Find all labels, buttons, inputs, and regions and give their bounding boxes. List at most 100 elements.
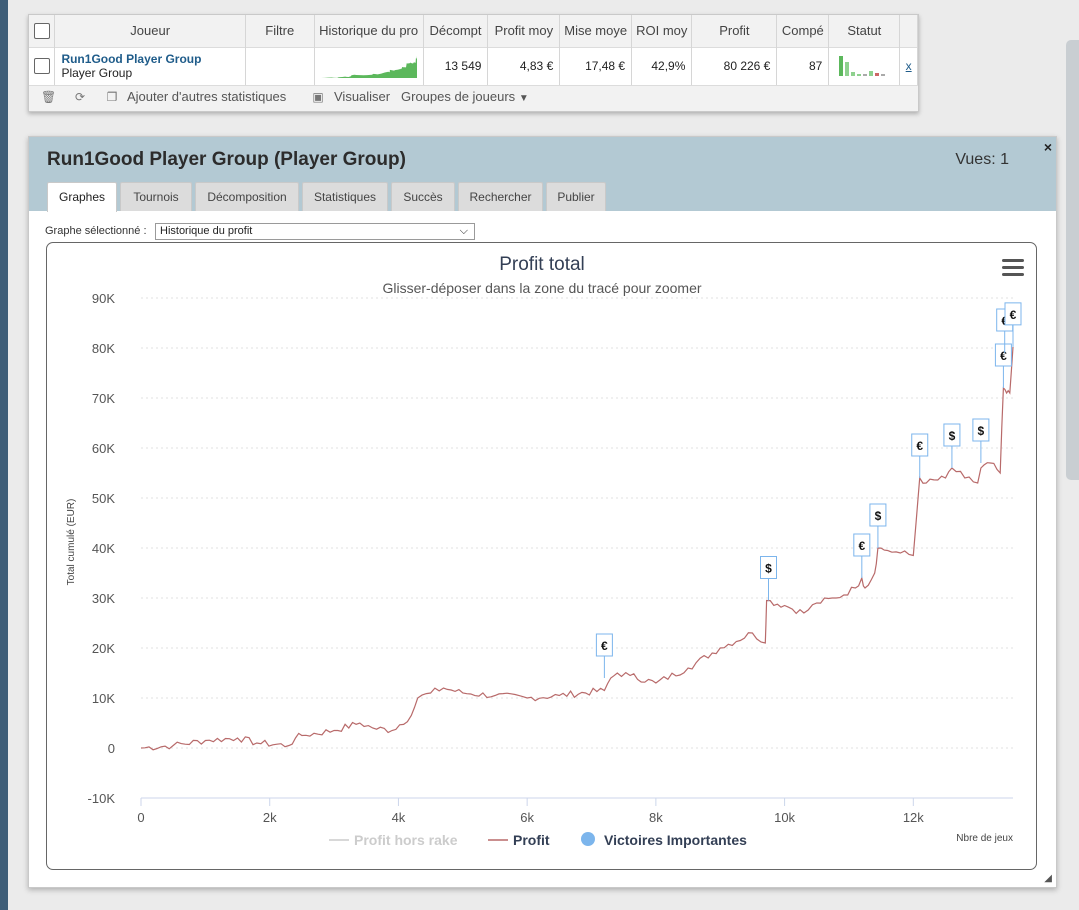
decompte-cell: 13 549 bbox=[423, 46, 489, 86]
trash-icon[interactable]: 🗑 bbox=[41, 90, 57, 104]
tab-tournois[interactable]: Tournois bbox=[120, 182, 192, 211]
victory-marker[interactable]: $ bbox=[869, 503, 887, 548]
profit-history-sparkline bbox=[314, 46, 424, 86]
filter-cell[interactable] bbox=[245, 46, 315, 86]
marker-flag bbox=[853, 533, 871, 557]
copy-icon[interactable]: ❐ bbox=[106, 90, 118, 104]
marker-flag bbox=[1004, 302, 1022, 326]
player-table-panel: Joueur Filtre Historique du pro Décompt … bbox=[28, 14, 919, 112]
left-sidebar-edge bbox=[0, 0, 8, 910]
row-checkbox-cell bbox=[29, 46, 56, 86]
y-tick-label: 80K bbox=[92, 341, 115, 356]
marker-flag bbox=[869, 503, 887, 527]
legend-item-profit[interactable]: Profit bbox=[488, 832, 550, 848]
image-icon[interactable]: ▣ bbox=[312, 90, 324, 104]
y-tick-label: 90K bbox=[92, 291, 115, 306]
mise-moy-cell: 17,48 € bbox=[559, 46, 633, 86]
profit-chart[interactable]: Profit total Glisser-déposer dans la zon… bbox=[47, 243, 1036, 869]
visualize-button[interactable]: Visualiser bbox=[334, 89, 391, 104]
y-tick-label: 40K bbox=[92, 541, 115, 556]
chart-container[interactable]: Profit total Glisser-déposer dans la zon… bbox=[46, 242, 1037, 870]
marker-label: $ bbox=[978, 424, 985, 438]
col-header-profit-moy[interactable]: Profit moy bbox=[487, 15, 561, 47]
row-checkbox[interactable] bbox=[33, 58, 50, 74]
y-tick-label: 20K bbox=[92, 641, 115, 656]
marker-label: € bbox=[1000, 349, 1007, 363]
x-tick-label: 2k bbox=[263, 810, 277, 825]
statut-bar bbox=[845, 61, 850, 76]
player-group-panel: Run1Good Player Group (Player Group) Vue… bbox=[28, 136, 1057, 888]
x-tick-label: 10k bbox=[774, 810, 795, 825]
tab-statistiques[interactable]: Statistiques bbox=[302, 182, 388, 211]
profit-cell: 80 226 € bbox=[691, 46, 778, 86]
hamburger-menu-icon[interactable] bbox=[1002, 259, 1024, 276]
col-header-filtre[interactable]: Filtre bbox=[245, 15, 315, 47]
col-header-profit[interactable]: Profit bbox=[691, 15, 778, 47]
profit-moy-cell: 4,83 € bbox=[487, 46, 561, 86]
panel-header: Run1Good Player Group (Player Group) Vue… bbox=[29, 137, 1056, 212]
marker-label: $ bbox=[875, 509, 882, 523]
statut-bar bbox=[857, 73, 862, 76]
close-icon[interactable]: × bbox=[1043, 139, 1052, 155]
col-header-spacer bbox=[899, 15, 918, 47]
player-name-link[interactable]: Run1Good Player Group bbox=[61, 52, 202, 66]
marker-flag bbox=[943, 423, 961, 447]
marker-label: $ bbox=[765, 562, 772, 576]
victory-marker[interactable]: € bbox=[1004, 302, 1022, 347]
victory-marker[interactable]: $ bbox=[943, 423, 961, 468]
col-header-joueur[interactable]: Joueur bbox=[54, 15, 246, 47]
victory-marker[interactable]: € bbox=[853, 533, 871, 578]
marker-label: € bbox=[916, 439, 923, 453]
legend-item-victoires[interactable]: Victoires Importantes bbox=[581, 832, 747, 848]
tab-graphes[interactable]: Graphes bbox=[47, 182, 117, 212]
col-header-historique[interactable]: Historique du pro bbox=[314, 15, 424, 47]
marker-flag bbox=[972, 418, 990, 442]
legend-profit-label: Profit bbox=[513, 832, 550, 848]
competitions-cell: 87 bbox=[776, 46, 830, 86]
add-stats-button[interactable]: Ajouter d'autres statistiques bbox=[127, 89, 287, 104]
col-header-roi-moy[interactable]: ROI moy bbox=[631, 15, 693, 47]
select-all-checkbox[interactable] bbox=[33, 23, 50, 40]
remove-cell: x bbox=[899, 46, 918, 86]
resize-handle-icon[interactable]: ◢ bbox=[1044, 873, 1052, 884]
marker-flag bbox=[911, 433, 929, 457]
graph-select[interactable]: Historique du profit ⌵ bbox=[155, 223, 475, 240]
tab-decomposition[interactable]: Décomposition bbox=[195, 182, 299, 211]
profit-series-line bbox=[140, 346, 1014, 751]
tab-rechercher[interactable]: Rechercher bbox=[458, 182, 543, 211]
tab-publier[interactable]: Publier bbox=[546, 182, 606, 211]
graph-select-label: Graphe sélectionné : bbox=[45, 225, 147, 237]
player-cell: Run1Good Player Group Player Group bbox=[54, 46, 246, 86]
victory-marker[interactable]: $ bbox=[972, 418, 990, 463]
marker-label: $ bbox=[949, 429, 956, 443]
legend-victoires-label: Victoires Importantes bbox=[604, 832, 747, 848]
remove-row-link[interactable]: x bbox=[905, 59, 912, 73]
statut-bar bbox=[881, 73, 886, 76]
y-tick-label: 60K bbox=[92, 441, 115, 456]
chart-subtitle: Glisser-déposer dans la zone du tracé po… bbox=[382, 280, 701, 296]
sparkline-area bbox=[320, 55, 417, 78]
victory-marker[interactable]: € bbox=[994, 343, 1012, 388]
tab-succes[interactable]: Succès bbox=[391, 182, 455, 211]
victory-marker[interactable]: € bbox=[911, 433, 929, 478]
y-tick-label: 70K bbox=[92, 391, 115, 406]
victory-marker[interactable]: $ bbox=[760, 556, 778, 601]
col-header-decompte[interactable]: Décompt bbox=[423, 15, 489, 47]
player-groups-dropdown[interactable]: Groupes de joueurs ▼ bbox=[401, 89, 529, 104]
caret-down-icon: ▼ bbox=[518, 93, 529, 104]
y-tick-label: 10K bbox=[92, 691, 115, 706]
statut-bar bbox=[863, 73, 868, 76]
marker-flag bbox=[994, 343, 1012, 367]
panel-title: Run1Good Player Group (Player Group) bbox=[47, 149, 406, 170]
statut-bars bbox=[839, 55, 886, 76]
page-scrollbar[interactable] bbox=[1066, 40, 1079, 480]
refresh-icon[interactable]: ⟳ bbox=[74, 90, 86, 104]
col-header-competitions[interactable]: Compé bbox=[776, 15, 830, 47]
col-header-statut[interactable]: Statut bbox=[828, 15, 901, 47]
player-type: Player Group bbox=[61, 66, 133, 80]
legend-item-rake[interactable]: Profit hors rake bbox=[329, 832, 458, 848]
table-row: Run1Good Player Group Player Group 13 54… bbox=[29, 46, 918, 86]
col-header-mise-moy[interactable]: Mise moye bbox=[559, 15, 633, 47]
x-tick-label: 0 bbox=[137, 810, 144, 825]
victory-marker[interactable]: € bbox=[595, 633, 613, 678]
